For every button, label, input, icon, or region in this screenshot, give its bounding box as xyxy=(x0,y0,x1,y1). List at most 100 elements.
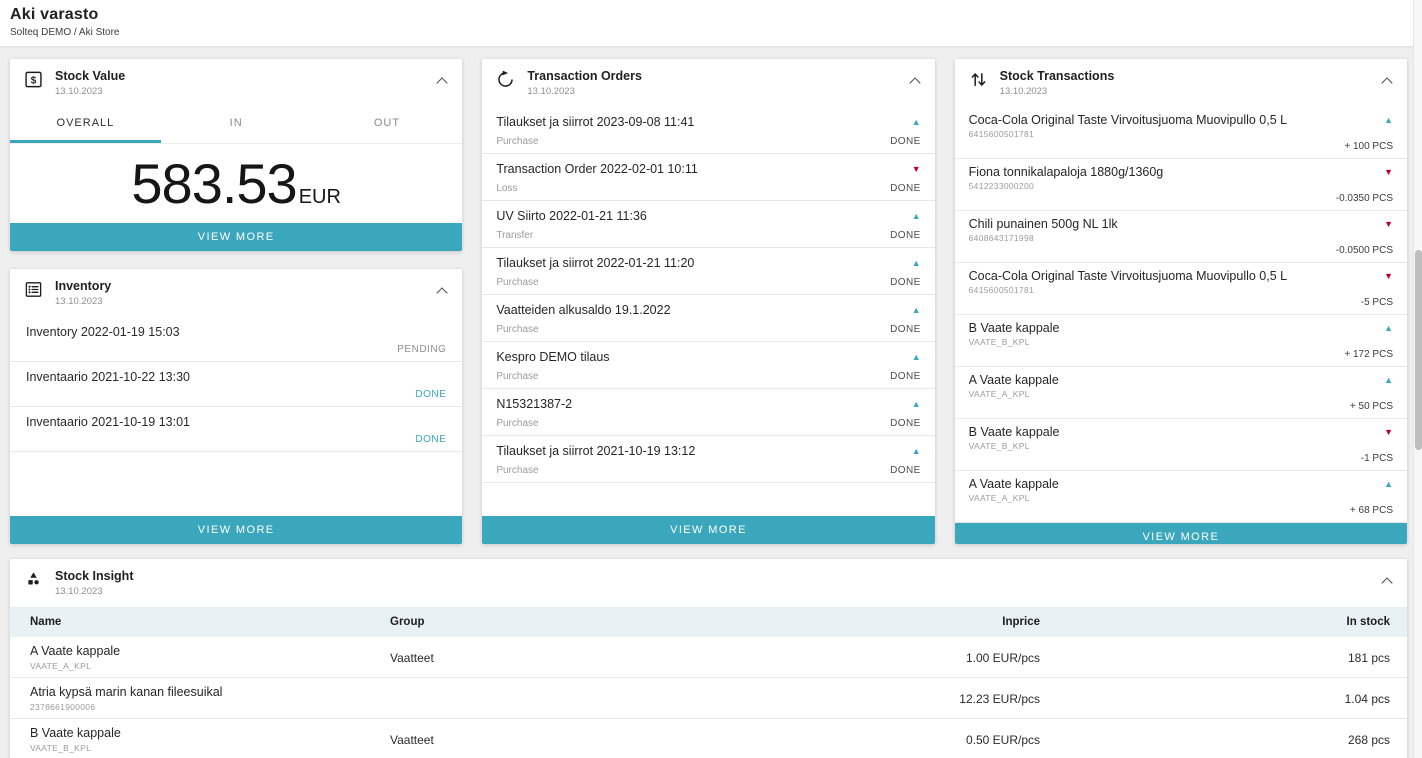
collapse-button[interactable] xyxy=(436,75,448,91)
chevron-up-icon xyxy=(436,287,448,299)
txn-row-line1: Fiona tonnikalapaloja 1880g/1360g xyxy=(969,165,1393,179)
txn-title: B Vaate kappale xyxy=(968,321,1060,335)
txn-quantity: + 100 PCS xyxy=(1344,141,1393,152)
product-name: A Vaate kappale xyxy=(30,644,121,658)
txn-product-code: 5412233000200 xyxy=(968,181,1035,191)
inventory-list-icon xyxy=(24,280,44,300)
order-title: N15321387-2 xyxy=(496,397,573,411)
stock-transaction-row[interactable]: Coca-Cola Original Taste Virvoitusjuoma … xyxy=(954,107,1407,159)
transaction-order-row[interactable]: Tilaukset ja siirrot 2021-10-19 13:12 Pu… xyxy=(482,436,935,483)
column-header-instock[interactable]: In stock xyxy=(1346,616,1390,628)
inventory-row[interactable]: Inventaario 2021-10-19 13:01 DONE xyxy=(10,407,463,452)
shapes-icon xyxy=(24,570,44,590)
product-instock: 181 pcs xyxy=(1347,650,1390,665)
txn-product-code: 6415600501781 xyxy=(968,285,1035,295)
stock-transaction-row[interactable]: Coca-Cola Original Taste Virvoitusjuoma … xyxy=(954,263,1407,315)
product-name-cell: A Vaate kappale VAATE_A_KPL xyxy=(30,644,390,671)
transaction-order-row[interactable]: Vaatteiden alkusaldo 19.1.2022 Purchase … xyxy=(482,295,935,342)
stock-value-display: 583.53 EUR xyxy=(10,144,462,223)
stock-transaction-row[interactable]: Fiona tonnikalapaloja 1880g/1360g 541223… xyxy=(954,159,1407,211)
up-down-arrows-icon xyxy=(969,70,989,90)
collapse-button[interactable] xyxy=(1381,75,1393,91)
status-badge: DONE xyxy=(890,183,921,194)
transaction-order-row[interactable]: Kespro DEMO tilaus Purchase DONE xyxy=(482,342,935,389)
table-row[interactable]: A Vaate kappale VAATE_A_KPL Vaatteet 1.0… xyxy=(10,637,1407,678)
card-title: Stock Value xyxy=(55,69,126,83)
breadcrumb[interactable]: Solteq DEMO / Aki Store xyxy=(10,27,120,38)
collapse-button[interactable] xyxy=(436,285,448,301)
stock-transaction-row[interactable]: A Vaate kappale VAATE_A_KPL + 50 PCS xyxy=(954,367,1407,419)
txn-title: Coca-Cola Original Taste Virvoitusjuoma … xyxy=(968,113,1288,127)
inventory-row[interactable]: Inventory 2022-01-19 15:03 PENDING xyxy=(10,317,463,362)
column-header-group[interactable]: Group xyxy=(390,616,425,628)
status-badge: PENDING xyxy=(397,344,447,355)
transaction-order-row[interactable]: Transaction Order 2022-02-01 10:11 Loss … xyxy=(482,154,935,201)
chevron-up-icon xyxy=(908,77,921,89)
order-row-line1: Vaatteiden alkusaldo 19.1.2022 xyxy=(496,303,920,317)
order-row-line2: Purchase DONE xyxy=(496,465,920,476)
product-inprice: 0.50 EUR/pcs xyxy=(965,732,1040,747)
column-header-name[interactable]: Name xyxy=(30,616,62,628)
stock-value-tab[interactable]: OVERALL xyxy=(10,107,161,143)
product-instock: 268 pcs xyxy=(1347,732,1390,747)
order-row-line1: Tilaukset ja siirrot 2022-01-21 11:20 xyxy=(496,256,920,270)
transaction-order-row[interactable]: N15321387-2 Purchase DONE xyxy=(482,389,935,436)
card-title: Stock Transactions xyxy=(999,69,1115,83)
card-date: 13.10.2023 xyxy=(527,86,575,97)
scrollbar-thumb[interactable] xyxy=(1415,250,1422,450)
stock-transaction-row[interactable]: B Vaate kappale VAATE_B_KPL + 172 PCS xyxy=(954,315,1407,367)
stock-transaction-row[interactable]: A Vaate kappale VAATE_A_KPL + 68 PCS xyxy=(954,471,1407,523)
column-header-inprice[interactable]: Inprice xyxy=(1002,616,1040,628)
chevron-up-icon xyxy=(436,77,448,89)
transaction-orders-list: Tilaukset ja siirrot 2023-09-08 11:41 Pu… xyxy=(482,107,935,483)
product-code: 2378661900006 xyxy=(30,702,96,712)
inventory-row-label: Inventaario 2021-10-22 13:30 xyxy=(26,370,191,384)
product-group: Vaatteet xyxy=(390,732,434,747)
direction-arrow-icon xyxy=(912,400,921,409)
collapse-button[interactable] xyxy=(1381,575,1393,591)
view-more-button[interactable]: VIEW MORE xyxy=(10,223,463,251)
stock-transaction-row[interactable]: B Vaate kappale VAATE_B_KPL -1 PCS xyxy=(954,419,1407,471)
transaction-order-row[interactable]: Tilaukset ja siirrot 2022-01-21 11:20 Pu… xyxy=(482,248,935,295)
product-name-cell: Atria kypsä marin kanan fileesuikal 2378… xyxy=(30,685,390,712)
txn-product-code: 6415600501781 xyxy=(968,129,1035,139)
stock-value-tab[interactable]: OUT xyxy=(373,117,401,129)
table-row[interactable]: B Vaate kappale VAATE_B_KPL Vaatteet 0.5… xyxy=(10,719,1407,758)
view-more-button[interactable]: VIEW MORE xyxy=(954,523,1407,544)
txn-title: Chili punainen 500g NL 1lk xyxy=(968,217,1118,231)
page-scrollbar[interactable] xyxy=(1413,0,1422,758)
stock-value-currency: EUR xyxy=(298,185,341,208)
collapse-button[interactable] xyxy=(908,75,921,91)
order-title: Vaatteiden alkusaldo 19.1.2022 xyxy=(496,303,671,317)
txn-quantity: -0.0500 PCS xyxy=(1335,245,1393,256)
card-title: Stock Insight xyxy=(55,569,134,583)
status-badge: DONE xyxy=(890,371,921,382)
order-type: Purchase xyxy=(496,277,539,288)
stock-insight-table-body: A Vaate kappale VAATE_A_KPL Vaatteet 1.0… xyxy=(10,637,1407,758)
direction-arrow-icon xyxy=(912,165,921,174)
txn-product-code: VAATE_A_KPL xyxy=(968,389,1030,399)
inventory-card-titles: Inventory 13.10.2023 xyxy=(55,279,111,307)
table-row[interactable]: Atria kypsä marin kanan fileesuikal 2378… xyxy=(10,678,1407,719)
txn-product-code: VAATE_B_KPL xyxy=(968,441,1030,451)
inventory-row[interactable]: Inventaario 2021-10-22 13:30 DONE xyxy=(10,362,463,407)
card-date: 13.10.2023 xyxy=(55,296,103,307)
view-more-button[interactable]: VIEW MORE xyxy=(10,516,463,544)
order-row-line1: Kespro DEMO tilaus xyxy=(496,350,920,364)
stock-transactions-list: Coca-Cola Original Taste Virvoitusjuoma … xyxy=(954,107,1407,523)
stock-insight-card-header: Stock Insight 13.10.2023 xyxy=(10,559,1407,607)
stock-value-tab[interactable]: IN xyxy=(229,117,243,129)
stock-transactions-card-header: Stock Transactions 13.10.2023 xyxy=(955,59,1407,107)
order-type: Purchase xyxy=(496,136,539,147)
inventory-row-label: Inventory 2022-01-19 15:03 xyxy=(26,325,180,339)
stock-transaction-row[interactable]: Chili punainen 500g NL 1lk 6408643171998… xyxy=(954,211,1407,263)
view-more-button[interactable]: VIEW MORE xyxy=(482,516,935,544)
transaction-order-row[interactable]: UV Siirto 2022-01-21 11:36 Transfer DONE xyxy=(482,201,935,248)
direction-arrow-icon xyxy=(912,212,921,221)
transaction-orders-card-titles: Transaction Orders 13.10.2023 xyxy=(527,69,642,97)
order-type: Purchase xyxy=(496,324,539,335)
card-date: 13.10.2023 xyxy=(55,86,103,97)
inventory-card: Inventory 13.10.2023 Inventory 2022-01-1… xyxy=(10,269,463,544)
txn-title: A Vaate kappale xyxy=(968,477,1059,491)
transaction-order-row[interactable]: Tilaukset ja siirrot 2023-09-08 11:41 Pu… xyxy=(482,107,935,154)
